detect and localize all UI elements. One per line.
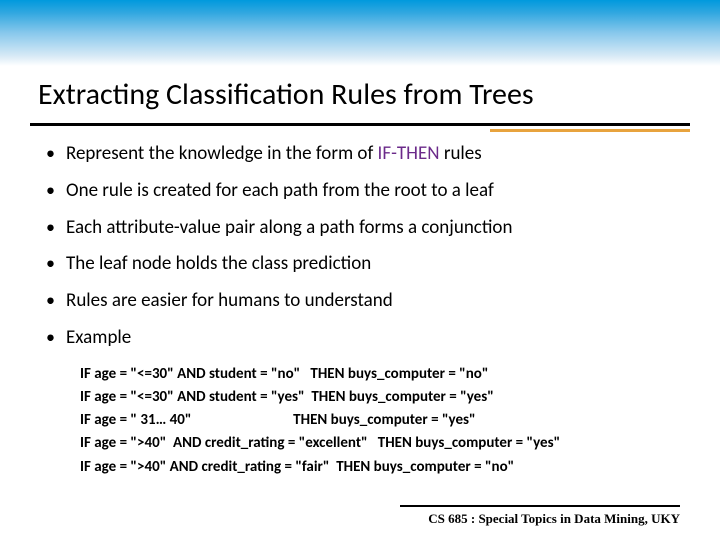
footer-divider xyxy=(400,505,680,507)
bullet-item: Rules are easier for humans to understan… xyxy=(44,289,676,313)
bullet-item: One rule is created for each path from t… xyxy=(44,179,676,203)
example-rule: IF age = ">40" AND credit_rating = "fair… xyxy=(80,456,676,479)
example-block: IF age = "<=30" AND student = "no" THEN … xyxy=(44,363,676,479)
example-rule: IF age = "<=30" AND student = "no" THEN … xyxy=(80,363,676,386)
footer: CS 685 : Special Topics in Data Mining, … xyxy=(400,505,680,527)
slide-title: Extracting Classification Rules from Tre… xyxy=(0,66,720,123)
header-gradient xyxy=(0,0,720,66)
example-rule: IF age = "<=30" AND student = "yes" THEN… xyxy=(80,386,676,409)
bullet-item: Example xyxy=(44,326,676,350)
bullet-list: Represent the knowledge in the form of I… xyxy=(44,142,676,350)
bullet-item: The leaf node holds the class prediction xyxy=(44,252,676,276)
example-rule: IF age = ">40" AND credit_rating = "exce… xyxy=(80,432,676,455)
example-rule: IF age = " 31… 40" THEN buys_computer = … xyxy=(80,409,676,432)
content-area: Represent the knowledge in the form of I… xyxy=(0,126,720,479)
bullet-text-prefix: Represent the knowledge in the form of xyxy=(66,142,378,165)
bullet-item: Represent the knowledge in the form of I… xyxy=(44,142,676,166)
bullet-highlight: IF-THEN xyxy=(378,142,440,165)
footer-text: CS 685 : Special Topics in Data Mining, … xyxy=(400,511,680,527)
title-underline xyxy=(30,123,690,126)
bullet-item: Each attribute-value pair along a path f… xyxy=(44,216,676,240)
bullet-text-suffix: rules xyxy=(440,142,482,165)
